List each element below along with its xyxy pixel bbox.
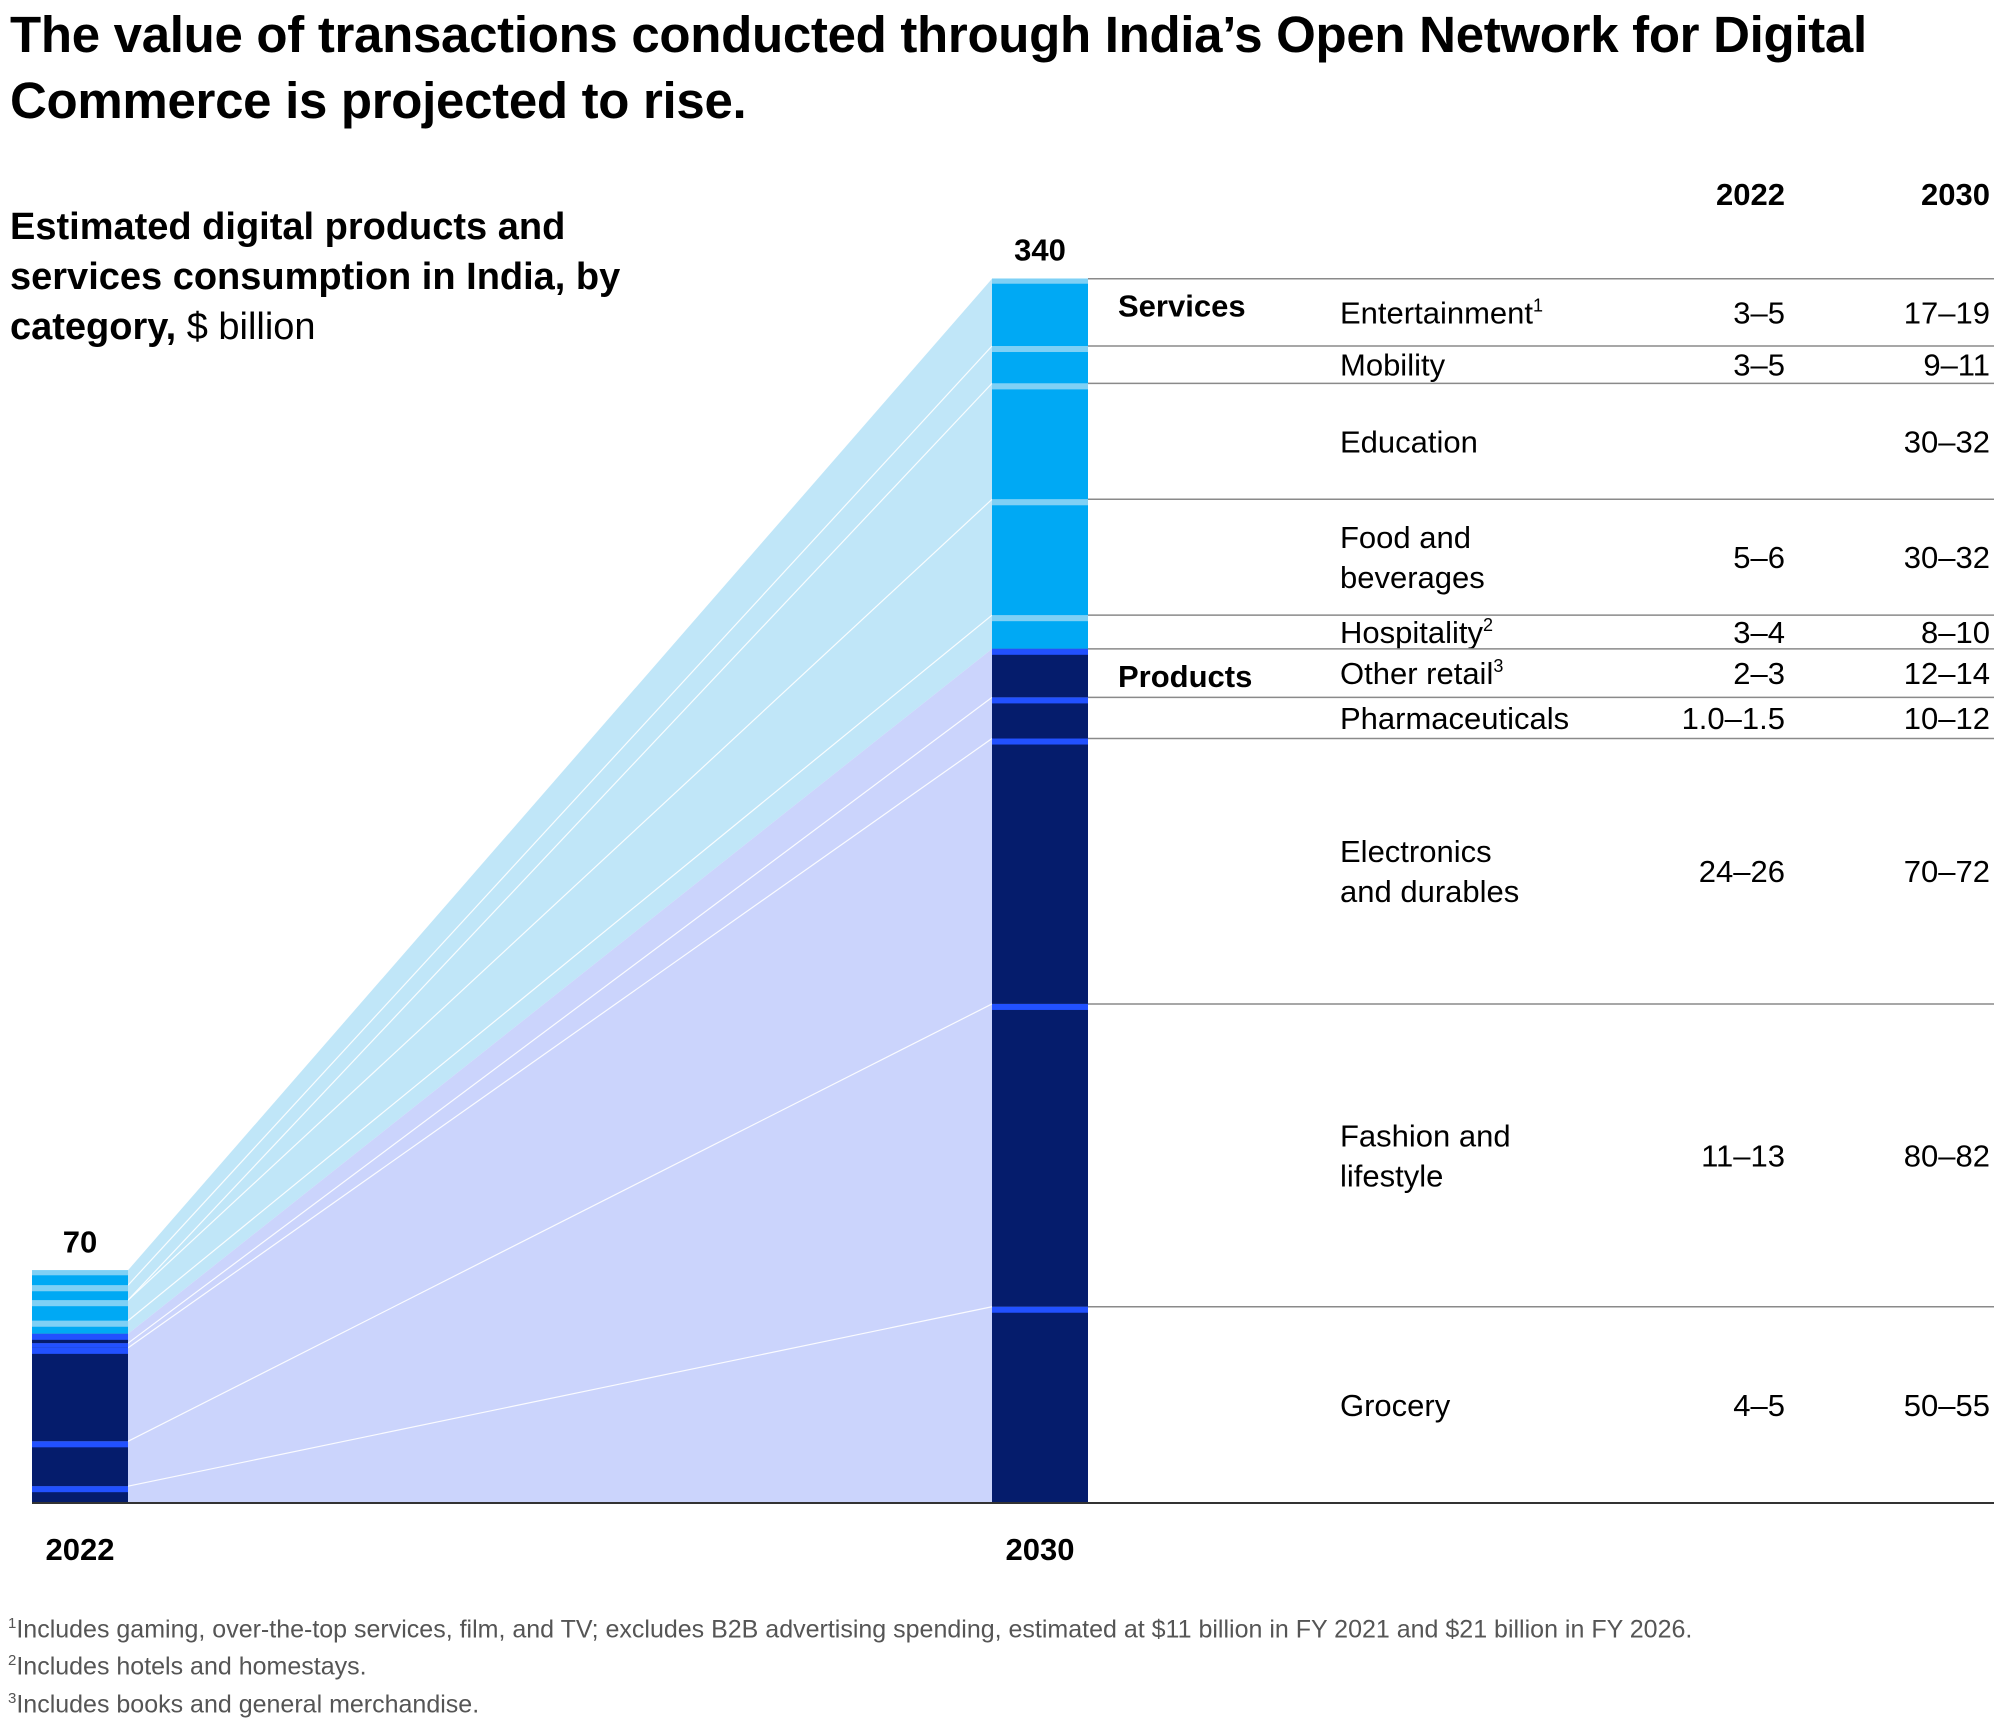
value-2030: 8–10 [1921,615,1990,650]
value-2022: 4–5 [1733,1388,1785,1423]
segment-separator [32,1441,128,1448]
segment-separator [32,1347,128,1354]
row-label: Grocery [1340,1388,1451,1423]
bar-segment-2030 [992,383,1088,500]
services-flow-area [128,278,992,1334]
bar-segment-2030 [992,1003,1088,1307]
bar-segment-2030 [992,346,1088,384]
row-label: Other retail3 [1340,656,1503,691]
subtitle-bold: Estimated digital products and services … [10,206,621,348]
segment-separator [32,1285,128,1292]
value-2022: 3–4 [1733,615,1785,650]
total-label-2030: 340 [1014,233,1066,268]
group-label-services: Services [1118,289,1246,324]
row-label: lifestyle [1340,1158,1443,1193]
segment-separator [992,1306,1088,1313]
row-label: Hospitality2 [1340,615,1493,650]
chart-subtitle: Estimated digital products and services … [10,202,650,352]
row-label: Fashion and [1340,1118,1511,1153]
bar-segment-2030 [992,278,1088,347]
bar-segment-2030 [992,648,1088,698]
segment-separator [992,738,1088,745]
value-2022: 3–5 [1733,348,1785,383]
segment-separator [32,1300,128,1307]
value-2030: 12–14 [1904,656,1990,691]
bar-segment-2030 [992,499,1088,616]
segment-separator [32,1333,128,1340]
row-label: Mobility [1340,348,1446,383]
flow-separator-line [127,614,993,1322]
value-2022: 5–6 [1733,540,1785,575]
chart-title: The value of transactions conducted thro… [10,6,1867,129]
segment-separator [32,1343,128,1348]
bar-top-cap [32,1270,128,1276]
value-2030: 9–11 [1923,348,1990,383]
flow-separator-line [127,345,993,1286]
value-2030: 50–55 [1904,1388,1990,1423]
row-label: beverages [1340,560,1485,595]
flow-separator-line [127,382,993,1301]
segment-separator [992,1003,1088,1010]
bar-segment-2030 [992,738,1088,1004]
flow-separator-line [127,1306,993,1487]
value-2030: 10–12 [1904,701,1990,736]
value-2030: 17–19 [1904,295,1990,330]
value-2030: 30–32 [1904,424,1990,459]
footnote-marker: 2 [1483,615,1493,635]
group-label-products: Products [1118,659,1252,694]
row-label: Pharmaceuticals [1340,701,1569,736]
flow-separator-line [127,696,993,1344]
bar-segment-2030 [992,1306,1088,1503]
x-tick-label-2022: 2022 [46,1532,115,1567]
segment-separator [32,1320,128,1327]
footnote-marker: 3 [1493,656,1503,676]
segment-separator [992,346,1088,353]
bar-top-cap [992,278,1088,284]
subtitle-unit: $ billion [186,306,316,348]
flow-separator-line [127,498,993,1301]
value-2022: 11–13 [1701,1138,1785,1173]
value-2022: 24–26 [1699,854,1785,889]
row-label: Entertainment1 [1340,295,1543,330]
value-2030: 80–82 [1904,1138,1990,1173]
footnote-1: 1Includes gaming, over-the-top services,… [8,1615,1693,1644]
footnote-2: 2Includes hotels and homestays. [8,1652,367,1681]
products-flow-area [128,648,992,1503]
bar-segment-2022 [32,1441,128,1487]
row-label: Electronics [1340,834,1492,869]
flow-separator-line [127,738,993,1349]
value-2022: 1.0–1.5 [1682,701,1785,736]
column-header-2030: 2030 [1921,177,1990,212]
segment-separator [32,1486,128,1493]
value-2022: 2–3 [1733,656,1785,691]
footnote-marker: 1 [1533,295,1543,315]
total-label-2022: 70 [63,1224,97,1259]
flow-separator-line [127,1003,993,1442]
value-2030: 70–72 [1904,854,1990,889]
bar-segment-2030 [992,697,1088,739]
segment-separator [992,697,1088,704]
footnote-3: 3Includes books and general merchandise. [8,1689,480,1718]
row-label: Education [1340,424,1478,459]
bar-segment-2022 [32,1347,128,1442]
footnotes: 1Includes gaming, over-the-top services,… [8,1608,1968,1720]
value-2030: 30–32 [1904,540,1990,575]
segment-separator [992,499,1088,506]
column-header-2022: 2022 [1716,177,1785,212]
x-tick-label-2030: 2030 [1006,1532,1075,1567]
row-label: and durables [1340,874,1519,909]
segment-separator [992,615,1088,622]
segment-separator [992,648,1088,655]
segment-separator [992,383,1088,390]
value-2022: 3–5 [1733,295,1785,330]
row-label: Food and [1340,520,1471,555]
